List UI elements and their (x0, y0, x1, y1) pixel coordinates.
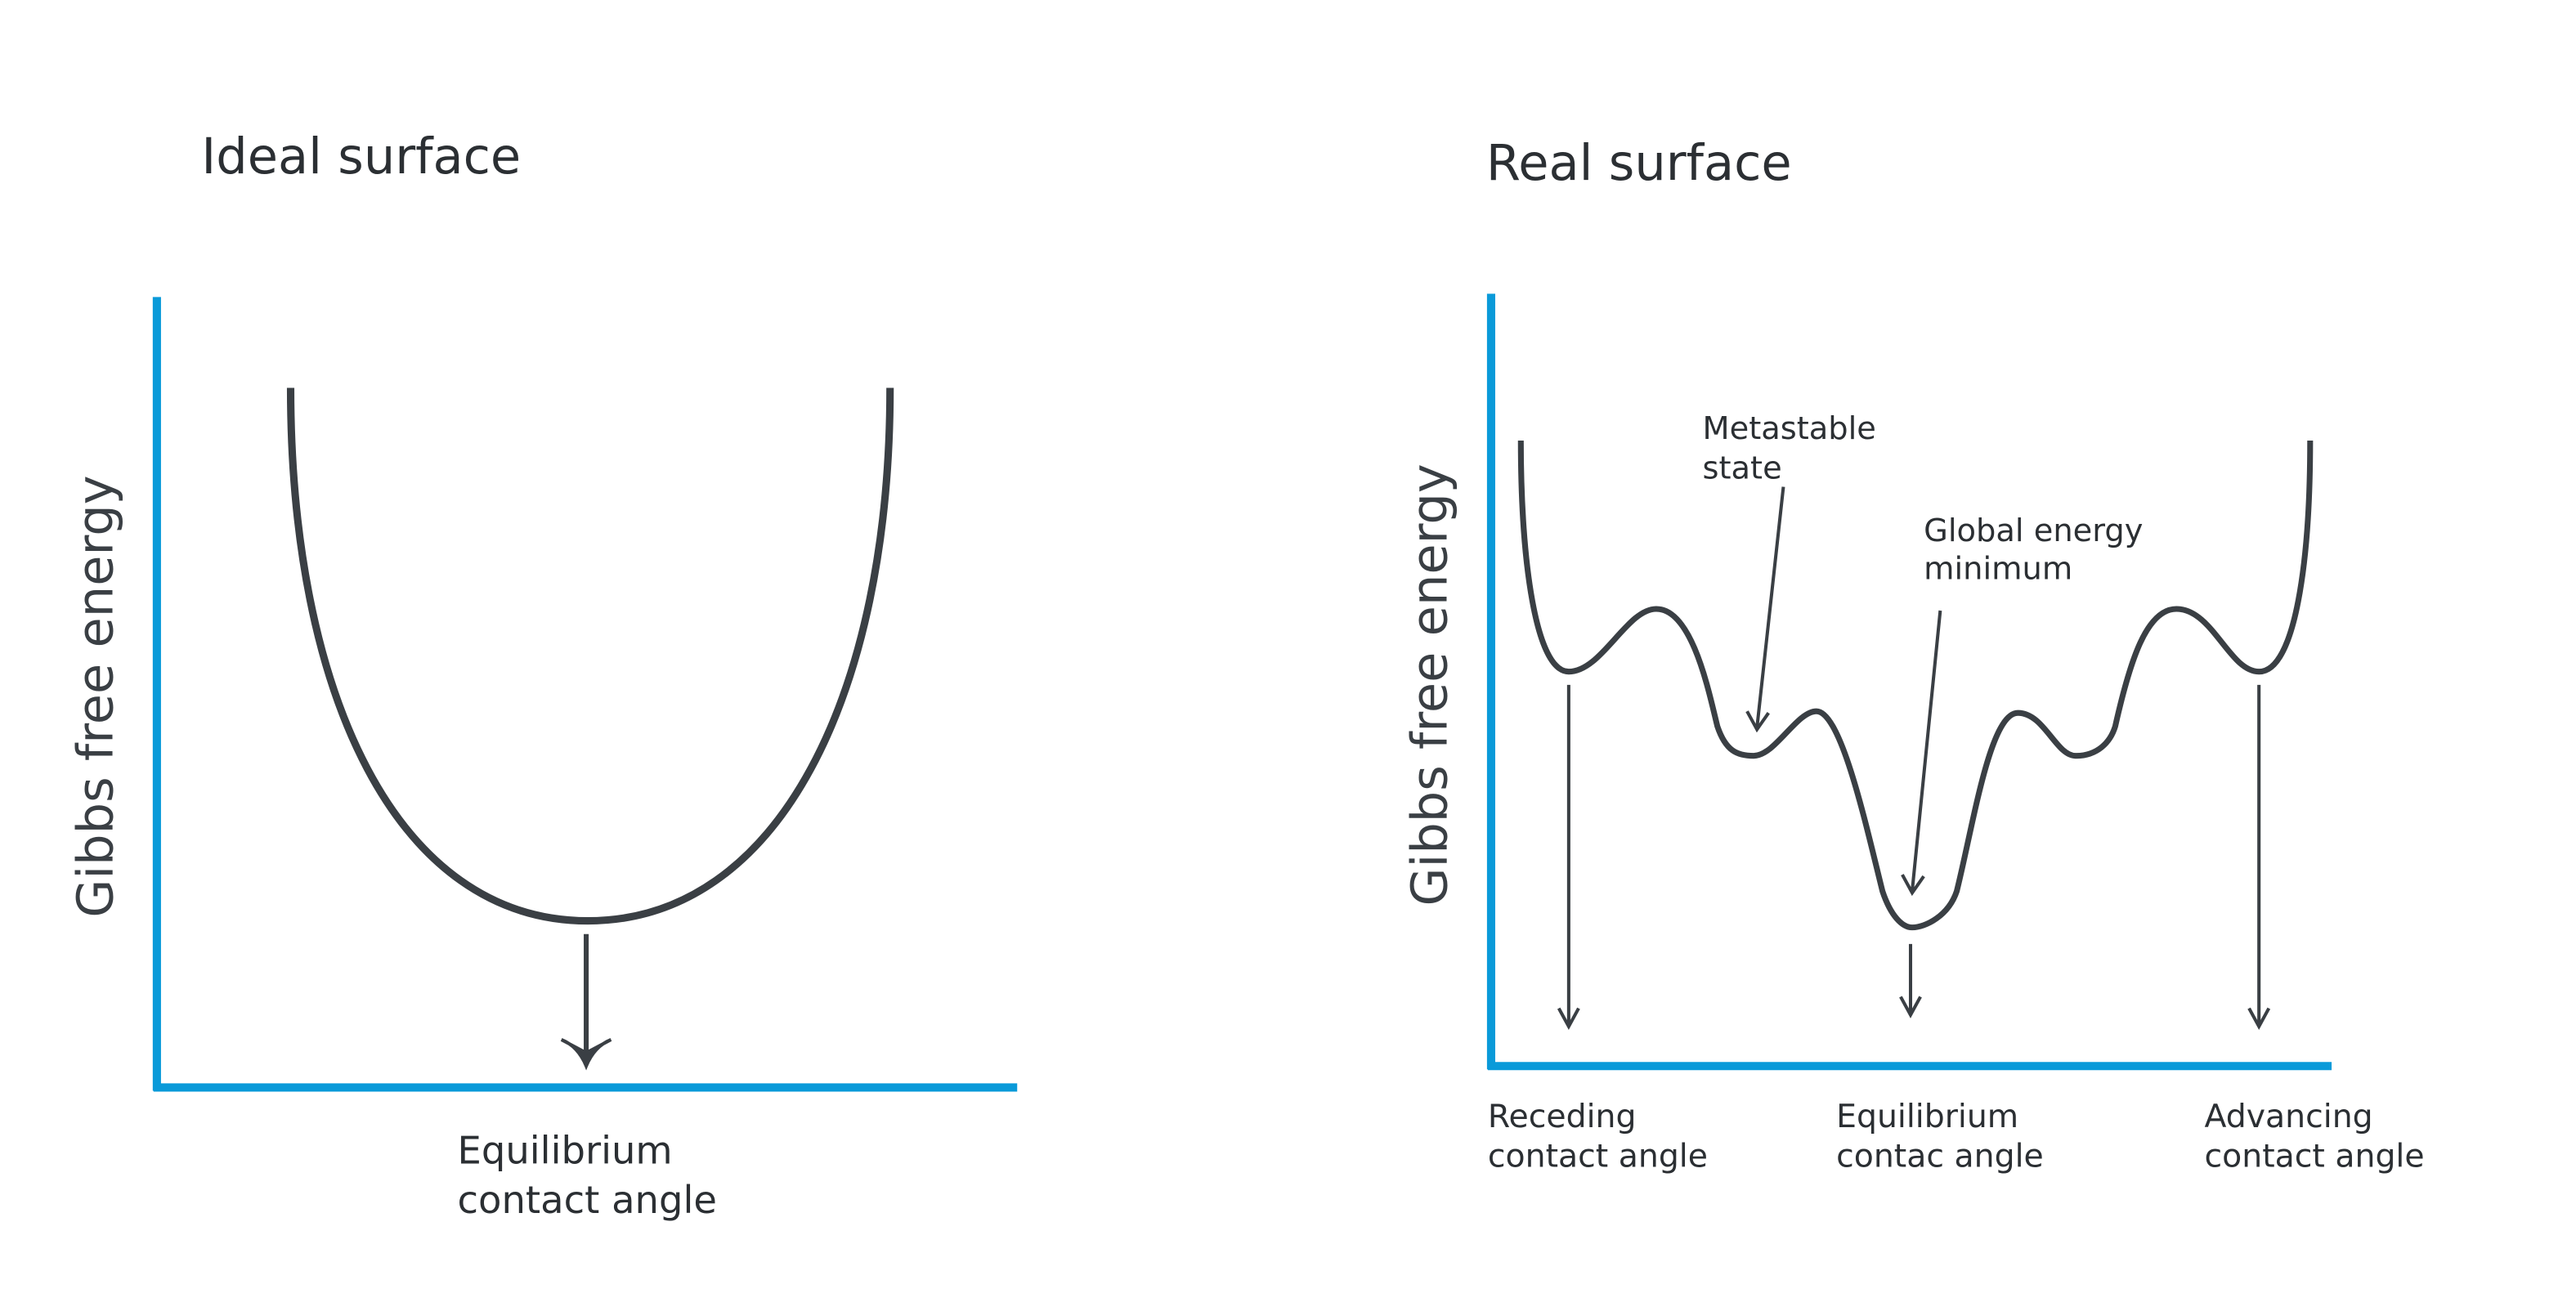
real-surface-panel: Real surface Gibbs free energy Metastabl… (1401, 135, 2424, 1175)
global-minimum-label-line1: Global energy (1924, 513, 2143, 549)
global-minimum-label-line2: minimum (1924, 551, 2072, 588)
arrowhead-icon (560, 1038, 612, 1071)
y-axis-label: Gibbs free energy (67, 475, 124, 917)
arrowhead-icon (1745, 710, 1770, 733)
real-surface-title: Real surface (1486, 135, 1792, 192)
metastable-label-line2: state (1702, 450, 1781, 487)
receding-label-line2: contact angle (1488, 1137, 1708, 1175)
arrowhead-icon (1899, 996, 1922, 1018)
x-label-line2: contact angle (458, 1178, 717, 1222)
metastable-label-line1: Metastable (1702, 410, 1875, 447)
energy-curve (286, 387, 894, 925)
arrowhead-icon (1901, 874, 1925, 897)
advancing-label-line2: contact angle (2205, 1137, 2425, 1175)
rough-energy-curve (1517, 441, 2314, 931)
advancing-label-line1: Advancing (2205, 1098, 2373, 1135)
ideal-surface-panel: Ideal surface Gibbs free energy Equilibr… (67, 128, 1018, 1222)
x-label-line1: Equilibrium (458, 1128, 673, 1172)
receding-label-line1: Receding (1488, 1098, 1637, 1135)
y-axis-label: Gibbs free energy (1401, 463, 1458, 906)
arrowhead-icon (2247, 1007, 2271, 1030)
metastable-pointer (1755, 486, 1785, 728)
arrowhead-icon (1557, 1007, 1580, 1030)
global-minimum-pointer (1911, 610, 1942, 892)
equilibrium-label-line2: contac angle (1836, 1137, 2044, 1175)
ideal-surface-title: Ideal surface (201, 128, 521, 186)
equilibrium-label-line1: Equilibrium (1836, 1098, 2018, 1135)
